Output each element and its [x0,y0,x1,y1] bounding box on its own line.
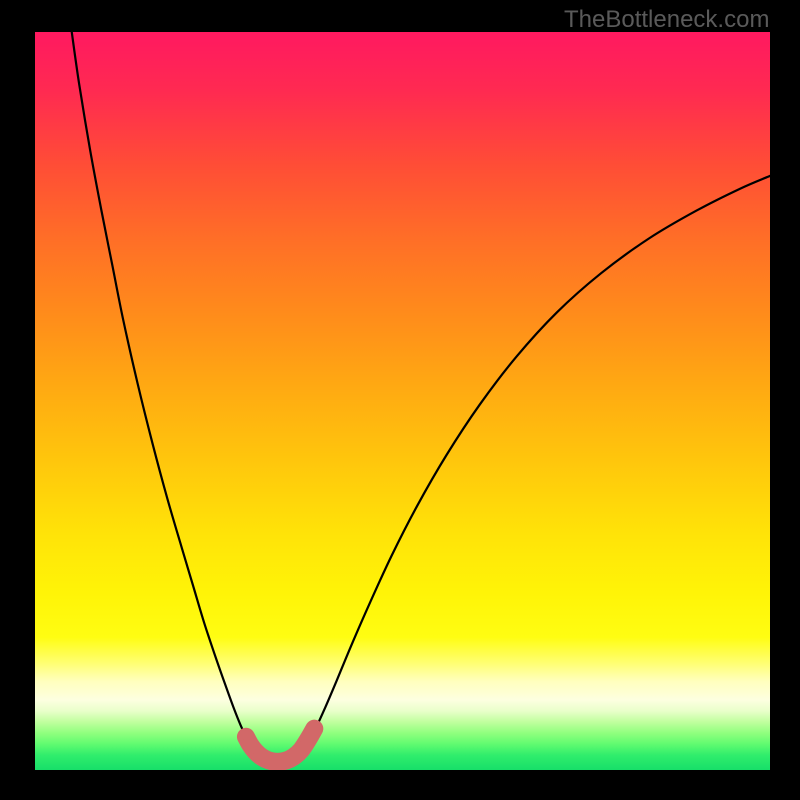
watermark-text: TheBottleneck.com [564,6,769,34]
gradient-background [35,32,770,770]
plot-area [35,32,770,770]
image-root: TheBottleneck.com [0,0,800,800]
overlay-marker [306,720,323,737]
plot-svg [35,32,770,770]
